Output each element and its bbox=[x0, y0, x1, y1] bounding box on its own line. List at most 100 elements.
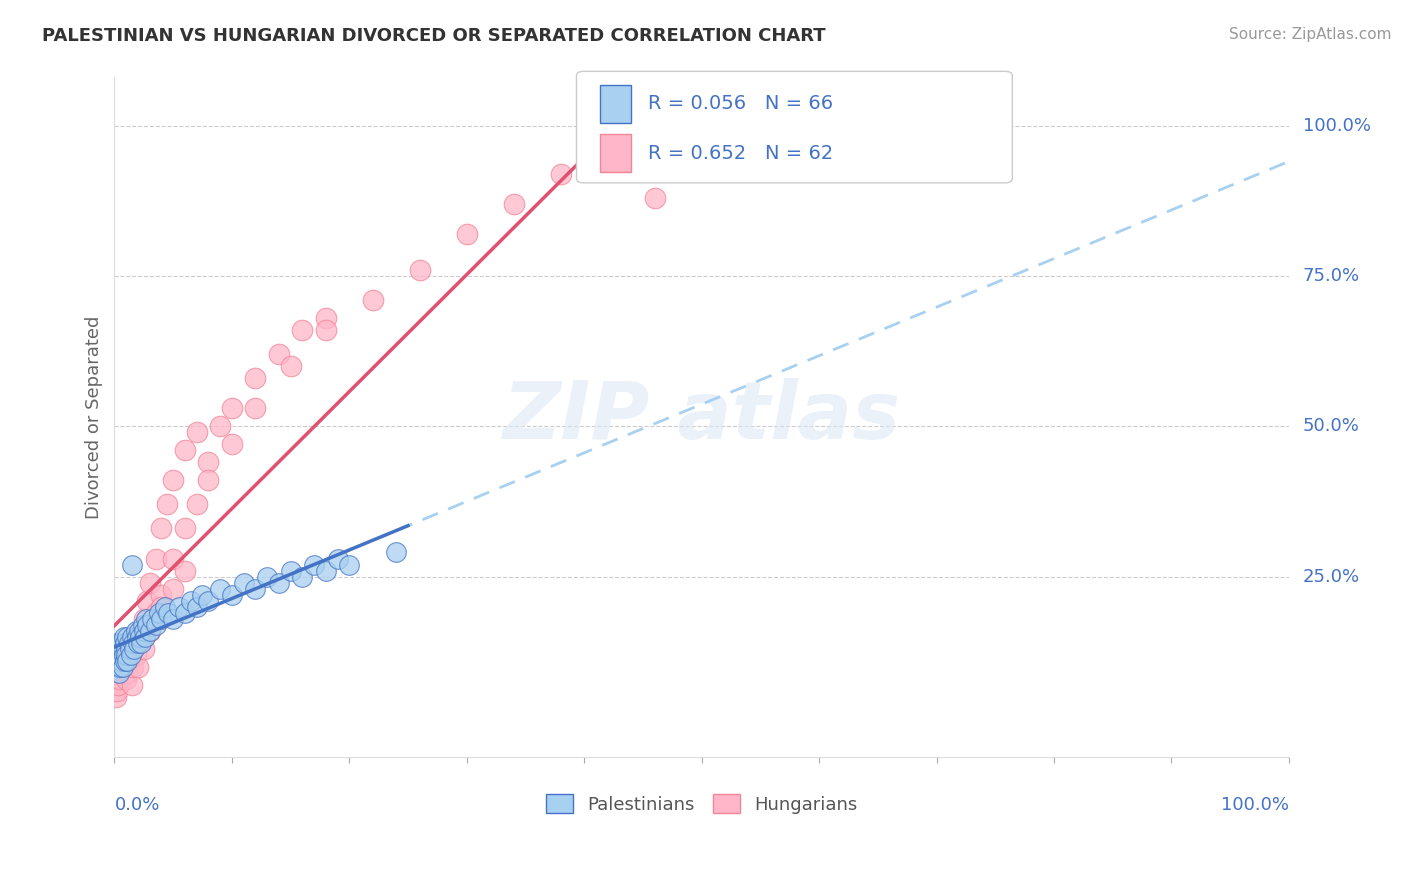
Point bbox=[110, 665, 132, 680]
Point bbox=[162, 551, 184, 566]
Point bbox=[148, 606, 170, 620]
Point bbox=[124, 641, 146, 656]
Point bbox=[127, 636, 149, 650]
Point bbox=[110, 654, 132, 668]
Point bbox=[145, 606, 167, 620]
Point bbox=[112, 648, 135, 662]
Point bbox=[128, 624, 150, 638]
Point bbox=[291, 323, 314, 337]
Point bbox=[104, 648, 127, 662]
Point bbox=[115, 641, 138, 656]
Point bbox=[117, 654, 139, 668]
Point bbox=[291, 569, 314, 583]
Point bbox=[197, 455, 219, 469]
Point bbox=[132, 641, 155, 656]
Point bbox=[157, 606, 180, 620]
Point bbox=[122, 636, 145, 650]
Point bbox=[120, 641, 142, 656]
Point bbox=[385, 545, 408, 559]
Point bbox=[111, 654, 134, 668]
Point bbox=[110, 659, 132, 673]
Point bbox=[111, 659, 134, 673]
Point bbox=[153, 599, 176, 614]
Point bbox=[124, 624, 146, 638]
Point bbox=[111, 641, 134, 656]
Point bbox=[121, 630, 143, 644]
Point bbox=[186, 425, 208, 440]
Point bbox=[134, 630, 156, 644]
Point bbox=[129, 624, 152, 638]
Point bbox=[232, 575, 254, 590]
Point bbox=[107, 678, 129, 692]
Point bbox=[162, 582, 184, 596]
Point bbox=[145, 617, 167, 632]
Point bbox=[150, 612, 173, 626]
Point bbox=[245, 371, 267, 385]
Point bbox=[110, 641, 132, 656]
Point bbox=[129, 630, 152, 644]
Text: 25.0%: 25.0% bbox=[1303, 567, 1360, 585]
Point bbox=[162, 473, 184, 487]
Point bbox=[191, 588, 214, 602]
Point bbox=[108, 665, 131, 680]
Text: R = 0.652   N = 62: R = 0.652 N = 62 bbox=[648, 144, 834, 162]
Point bbox=[138, 617, 160, 632]
Point bbox=[167, 599, 190, 614]
Point bbox=[245, 401, 267, 416]
Point bbox=[596, 136, 619, 151]
Point bbox=[107, 636, 129, 650]
Point bbox=[173, 564, 195, 578]
Point bbox=[138, 624, 160, 638]
Text: PALESTINIAN VS HUNGARIAN DIVORCED OR SEPARATED CORRELATION CHART: PALESTINIAN VS HUNGARIAN DIVORCED OR SEP… bbox=[42, 27, 825, 45]
Point bbox=[173, 606, 195, 620]
Point bbox=[117, 636, 139, 650]
Text: ZIP atlas: ZIP atlas bbox=[502, 378, 901, 456]
Point bbox=[150, 521, 173, 535]
Point bbox=[104, 690, 127, 704]
Point bbox=[644, 191, 666, 205]
Point bbox=[690, 161, 713, 175]
Point bbox=[120, 648, 142, 662]
Point bbox=[136, 617, 159, 632]
Point bbox=[162, 612, 184, 626]
Y-axis label: Divorced or Separated: Divorced or Separated bbox=[86, 316, 103, 519]
Point bbox=[125, 630, 148, 644]
Point bbox=[315, 310, 337, 325]
Point bbox=[280, 564, 302, 578]
Point bbox=[173, 521, 195, 535]
Point bbox=[256, 569, 278, 583]
Point bbox=[121, 678, 143, 692]
Point bbox=[145, 551, 167, 566]
Point bbox=[115, 648, 138, 662]
Point bbox=[135, 612, 157, 626]
Point bbox=[502, 196, 524, 211]
Point bbox=[117, 665, 139, 680]
Point bbox=[108, 672, 131, 686]
Point bbox=[315, 564, 337, 578]
Point bbox=[550, 167, 572, 181]
Point bbox=[337, 558, 360, 572]
Point bbox=[114, 659, 136, 673]
Point bbox=[197, 593, 219, 607]
Point bbox=[127, 636, 149, 650]
Point bbox=[267, 575, 290, 590]
Point bbox=[221, 401, 243, 416]
Point bbox=[186, 599, 208, 614]
Point bbox=[110, 636, 132, 650]
Text: 75.0%: 75.0% bbox=[1303, 267, 1360, 285]
Text: 0.0%: 0.0% bbox=[114, 796, 160, 814]
Point bbox=[302, 558, 325, 572]
Point bbox=[326, 551, 349, 566]
Point bbox=[132, 612, 155, 626]
Point bbox=[141, 612, 163, 626]
Text: 100.0%: 100.0% bbox=[1220, 796, 1289, 814]
Point bbox=[136, 593, 159, 607]
Point bbox=[156, 497, 179, 511]
Point bbox=[105, 683, 128, 698]
Point bbox=[131, 617, 153, 632]
Point bbox=[409, 263, 432, 277]
Point bbox=[150, 599, 173, 614]
Point bbox=[114, 636, 136, 650]
Point bbox=[267, 347, 290, 361]
Point bbox=[118, 648, 141, 662]
